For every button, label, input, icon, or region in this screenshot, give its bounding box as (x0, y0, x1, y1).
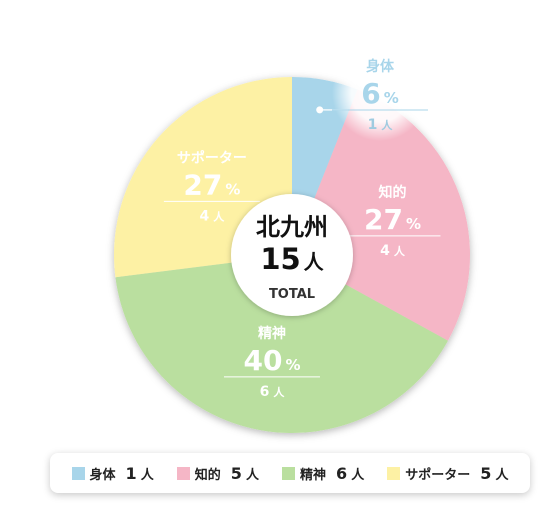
slice-name: 精神 (258, 325, 286, 342)
slice-name: サポーター (177, 149, 247, 166)
legend-item-seishin: 精神 6 人 (282, 464, 364, 483)
legend-unit: 人 (140, 467, 154, 483)
slice-label-shintai: 身体 6 % 1 人 (316, 45, 428, 141)
legend-count: 1 (125, 463, 137, 483)
slice-percent: 27% (183, 168, 240, 201)
legend-item-supporter: サポーター 5 人 (387, 464, 508, 483)
center-caption: TOTAL (269, 287, 315, 302)
center-badge: 北九州 15 人 TOTAL (231, 194, 353, 316)
legend-item-chiteki: 知的 5 人 (176, 463, 259, 483)
legend-swatch (176, 466, 190, 480)
legend-item-shintai: 身体 1 人 (71, 463, 154, 483)
center-title: 北九州 (256, 213, 328, 241)
legend-count: 5 (480, 463, 492, 483)
slice-name: 知的 (378, 184, 406, 201)
legend-swatch (282, 466, 296, 480)
center-total-unit: 人 (304, 250, 325, 274)
legend-unit: 人 (351, 467, 365, 483)
legend-swatch (387, 466, 401, 480)
legend-unit: 人 (495, 467, 509, 483)
pie-labels: 身体 6 % 1 人知的 27 % 4 人精神 40 % 6 人 サポーター 27 % 4 人 (163, 45, 441, 400)
slice-percent: 27% (364, 203, 421, 236)
legend-name: 精神 (300, 467, 327, 483)
legend-count: 6 (336, 463, 348, 483)
slice-percent: 6% (361, 77, 399, 110)
legend: 身体 1 人 知的 5 人 精神 6 人 サポーター 5 人 (50, 453, 530, 493)
slice-name: 身体 (366, 58, 395, 75)
slice-label-chiteki: 知的 27 % 4 人 (344, 184, 441, 259)
center-total: 15 人 (260, 242, 324, 276)
slice-label-seishin: 精神 40 % 6 人 (223, 325, 320, 400)
center-total-value: 15 (260, 242, 300, 276)
legend-unit: 人 (245, 467, 259, 483)
legend-name: 身体 (89, 467, 116, 483)
pie-slice-seishin (115, 255, 448, 434)
legend-count: 5 (230, 463, 242, 483)
legend-name: サポーター (405, 467, 471, 483)
legend-swatch (71, 466, 85, 480)
slice-label-supporter: サポーター 27 % 4 人 (163, 149, 260, 224)
pie-chart: 身体 6 % 1 人知的 27 % 4 人精神 40 % 6 人 サポーター 27 % 4 人 北九州 15 人 T… (113, 45, 470, 434)
legend-name: 知的 (194, 467, 221, 483)
label-glow (332, 45, 428, 141)
slice-percent: 40% (243, 344, 300, 377)
